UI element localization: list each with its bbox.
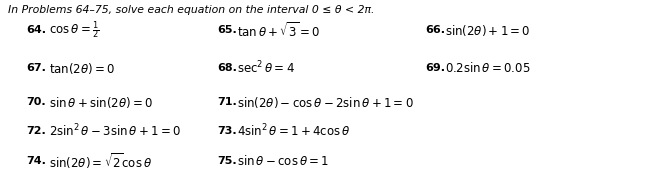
Text: $4\sin^{2}\theta = 1 + 4\cos\theta$: $4\sin^{2}\theta = 1 + 4\cos\theta$ bbox=[237, 122, 350, 139]
Text: 75.: 75. bbox=[217, 156, 237, 166]
Text: $\sec^{2}\theta = 4$: $\sec^{2}\theta = 4$ bbox=[237, 60, 295, 76]
Text: $\tan\theta + \sqrt{3} = 0$: $\tan\theta + \sqrt{3} = 0$ bbox=[237, 21, 320, 40]
Text: $\cos\theta = \frac{1}{2}$: $\cos\theta = \frac{1}{2}$ bbox=[49, 20, 99, 41]
Text: 72.: 72. bbox=[26, 126, 45, 136]
Text: $\sin\theta + \sin(2\theta) = 0$: $\sin\theta + \sin(2\theta) = 0$ bbox=[49, 95, 153, 110]
Text: $\tan(2\theta) = 0$: $\tan(2\theta) = 0$ bbox=[49, 61, 115, 76]
Text: 64.: 64. bbox=[26, 25, 46, 35]
Text: $2\sin^{2}\theta - 3\sin\theta + 1 = 0$: $2\sin^{2}\theta - 3\sin\theta + 1 = 0$ bbox=[49, 122, 180, 139]
Text: 73.: 73. bbox=[217, 126, 237, 136]
Text: 74.: 74. bbox=[26, 156, 46, 166]
Text: 71.: 71. bbox=[217, 97, 237, 107]
Text: $\sin(2\theta) + 1 = 0$: $\sin(2\theta) + 1 = 0$ bbox=[445, 23, 530, 38]
Text: 67.: 67. bbox=[26, 63, 46, 73]
Text: 65.: 65. bbox=[217, 25, 237, 35]
Text: In Problems 64–75, solve each equation on the interval 0 ≤ θ < 2π.: In Problems 64–75, solve each equation o… bbox=[8, 5, 374, 15]
Text: $\sin(2\theta) - \cos\theta - 2\sin\theta + 1 = 0$: $\sin(2\theta) - \cos\theta - 2\sin\thet… bbox=[237, 95, 413, 110]
Text: $\sin(2\theta) = \sqrt{2}\cos\theta$: $\sin(2\theta) = \sqrt{2}\cos\theta$ bbox=[49, 151, 152, 171]
Text: 66.: 66. bbox=[425, 25, 445, 35]
Text: 69.: 69. bbox=[425, 63, 445, 73]
Text: $\sin\theta - \cos\theta = 1$: $\sin\theta - \cos\theta = 1$ bbox=[237, 154, 329, 168]
Text: 70.: 70. bbox=[26, 97, 45, 107]
Text: $0.2\sin\theta = 0.05$: $0.2\sin\theta = 0.05$ bbox=[445, 61, 530, 75]
Text: 68.: 68. bbox=[217, 63, 238, 73]
